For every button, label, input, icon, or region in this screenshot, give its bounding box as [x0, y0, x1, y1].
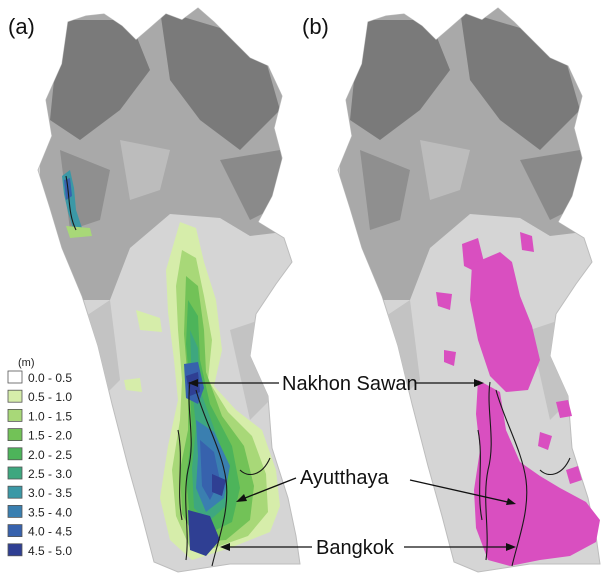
legend-label: 0.0 - 0.5	[28, 371, 72, 385]
callout-ayutthaya: Ayutthaya	[236, 467, 516, 505]
place-label-nakhon-sawan: Nakhon Sawan	[282, 373, 418, 395]
river-network	[65, 175, 271, 567]
legend-label: 1.5 - 2.0	[28, 429, 72, 443]
legend-unit: (m)	[18, 357, 35, 369]
legend-swatch	[7, 524, 23, 537]
legend-label: 4.0 - 4.5	[28, 525, 72, 539]
legend-label: 0.5 - 1.0	[28, 390, 72, 404]
depth-legend: (m) 0.0 - 0.5 0.5 - 1.0 1.0 - 1.5 1.5 - 2.0…	[7, 357, 72, 558]
panel-b-basin-map	[337, 7, 601, 573]
legend-swatch	[7, 504, 23, 518]
legend-swatch	[7, 389, 23, 403]
observed-flood-extent	[436, 232, 600, 566]
place-label-ayutthaya: Ayutthaya	[300, 467, 389, 489]
callout-bangkok: Bangkok	[220, 537, 516, 559]
legend-swatch	[7, 543, 23, 557]
legend-swatch	[7, 408, 23, 422]
legend-swatch	[7, 428, 23, 442]
river-network-b	[477, 381, 571, 567]
legend-label: 1.0 - 1.5	[28, 409, 72, 423]
panel-b	[337, 7, 601, 573]
legend-swatch	[7, 466, 23, 480]
place-label-bangkok: Bangkok	[316, 537, 395, 559]
legend-label: 4.5 - 5.0	[28, 544, 72, 558]
panel-a	[37, 7, 301, 573]
legend-label: 2.0 - 2.5	[28, 448, 72, 462]
panel-b-label: (b)	[302, 14, 329, 39]
legend-swatch	[7, 447, 23, 461]
panel-a-label: (a)	[8, 14, 35, 39]
legend-label: 2.5 - 3.0	[28, 467, 72, 481]
legend-label: 3.5 - 4.0	[28, 505, 72, 519]
callout-nakhon-sawan: Nakhon Sawan	[188, 373, 484, 395]
legend-label: 3.0 - 3.5	[28, 486, 72, 500]
legend-swatch	[7, 370, 23, 384]
legend-swatch	[7, 485, 23, 499]
